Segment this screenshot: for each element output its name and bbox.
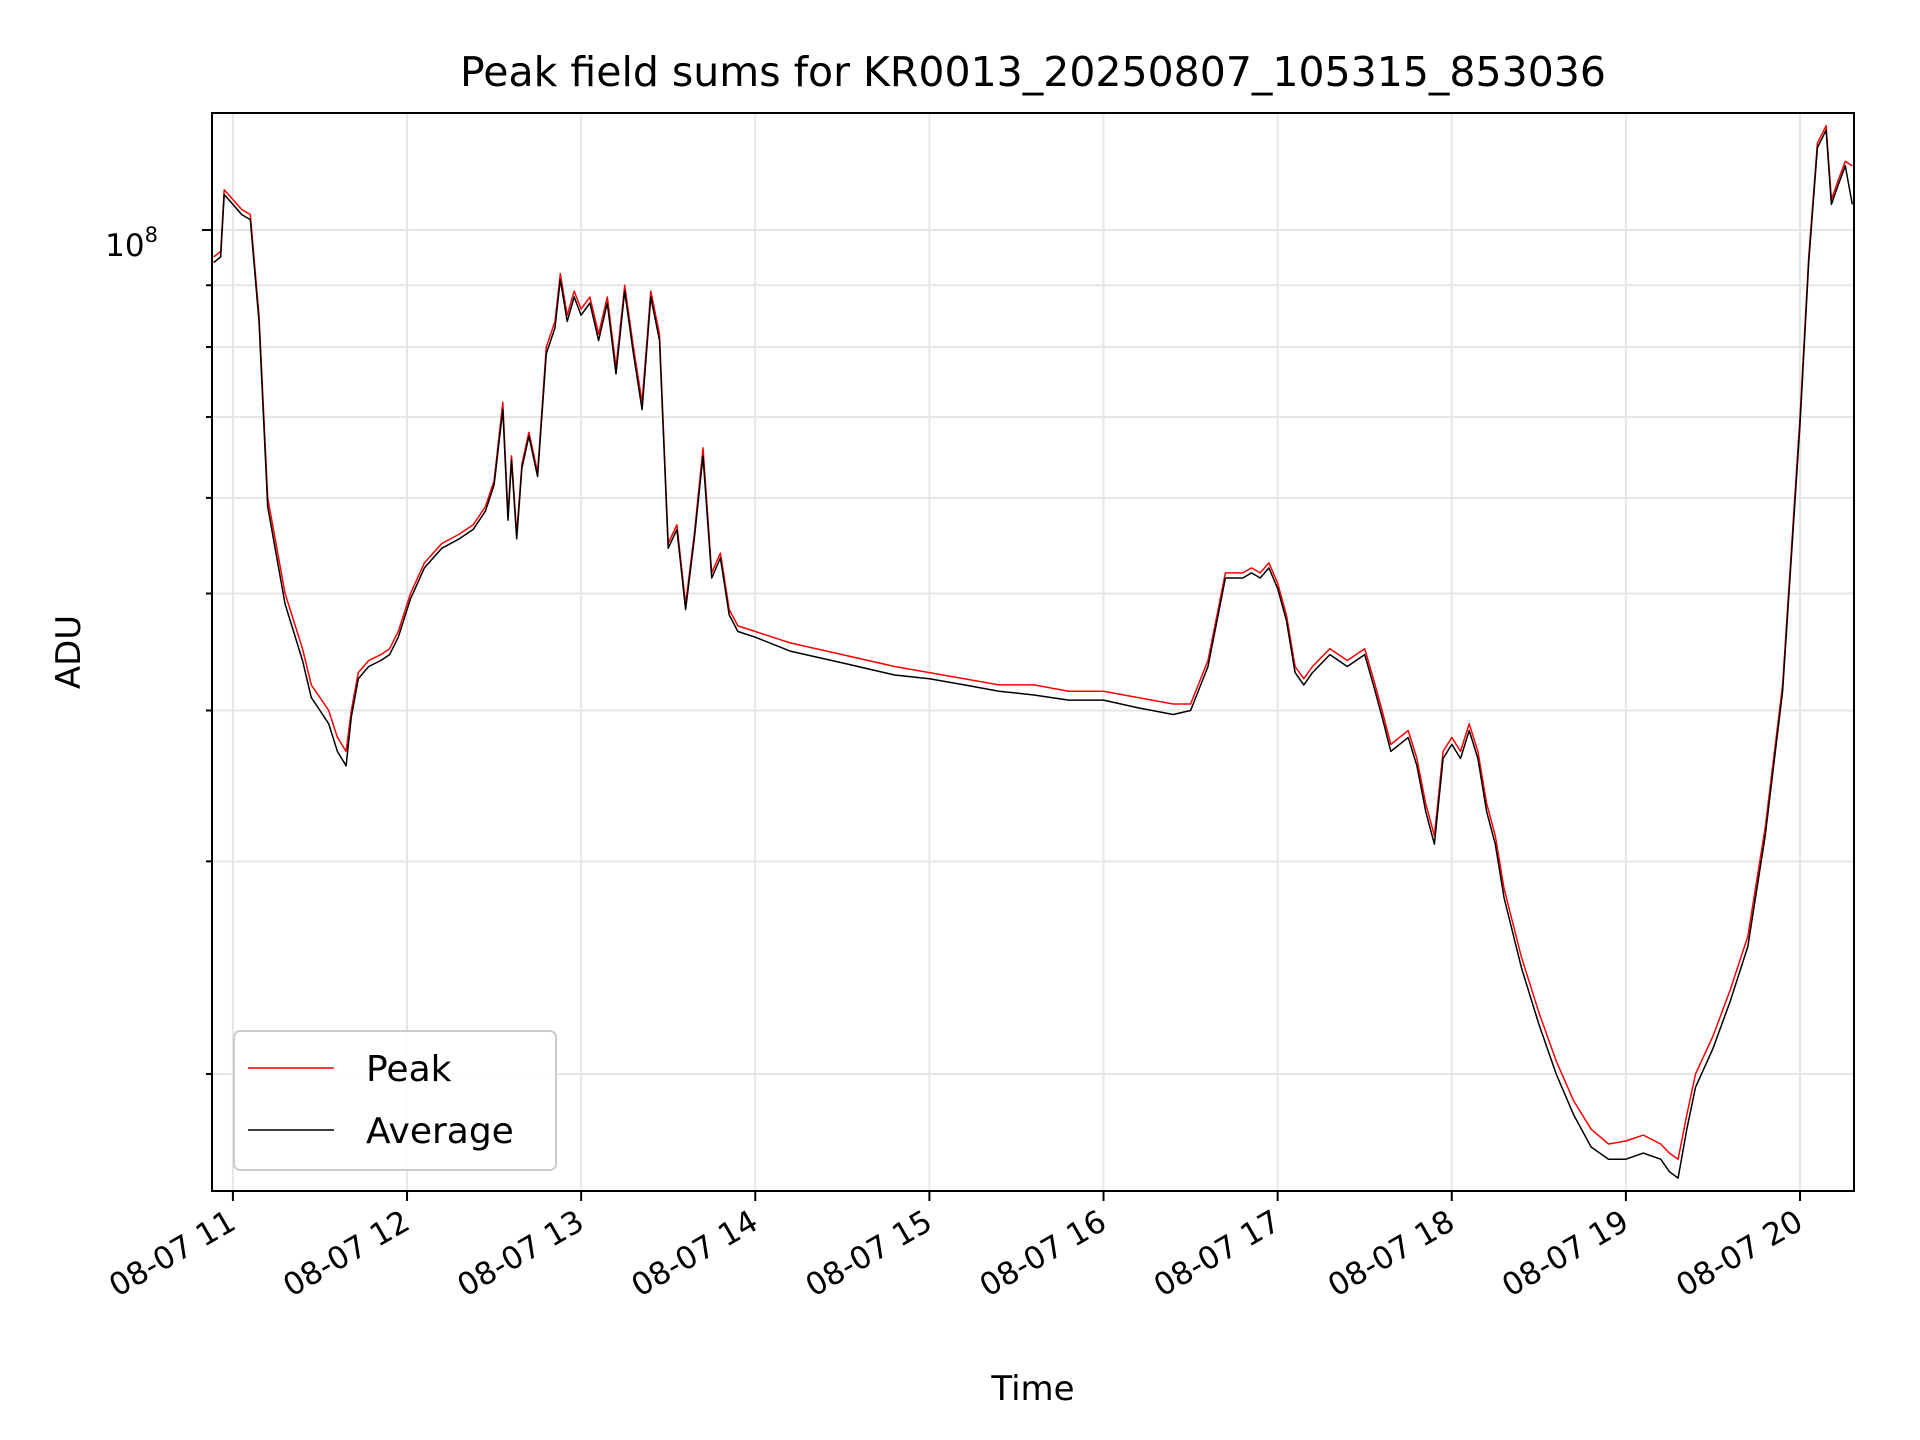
plot-frame	[211, 112, 1855, 1192]
legend-peak-label: Peak	[366, 1049, 452, 1090]
series-layer	[213, 124, 1854, 1179]
y-tick-base: 10	[105, 228, 144, 264]
series-line-peak	[213, 124, 1853, 1160]
legend-box	[233, 1030, 557, 1171]
y-tick-exponent: 8	[145, 223, 158, 247]
chart-title: Peak field sums for KR0013_20250807_1053…	[460, 48, 1606, 96]
y-axis-title: ADU	[49, 615, 89, 689]
svg-text:108: 108	[105, 223, 158, 264]
series-line-average	[213, 129, 1854, 1179]
legend: Peak Average	[233, 1030, 557, 1171]
legend-average-label: Average	[366, 1111, 514, 1152]
y-major-tick-label: 108	[105, 223, 158, 264]
x-axis-title: Time	[990, 1369, 1074, 1409]
